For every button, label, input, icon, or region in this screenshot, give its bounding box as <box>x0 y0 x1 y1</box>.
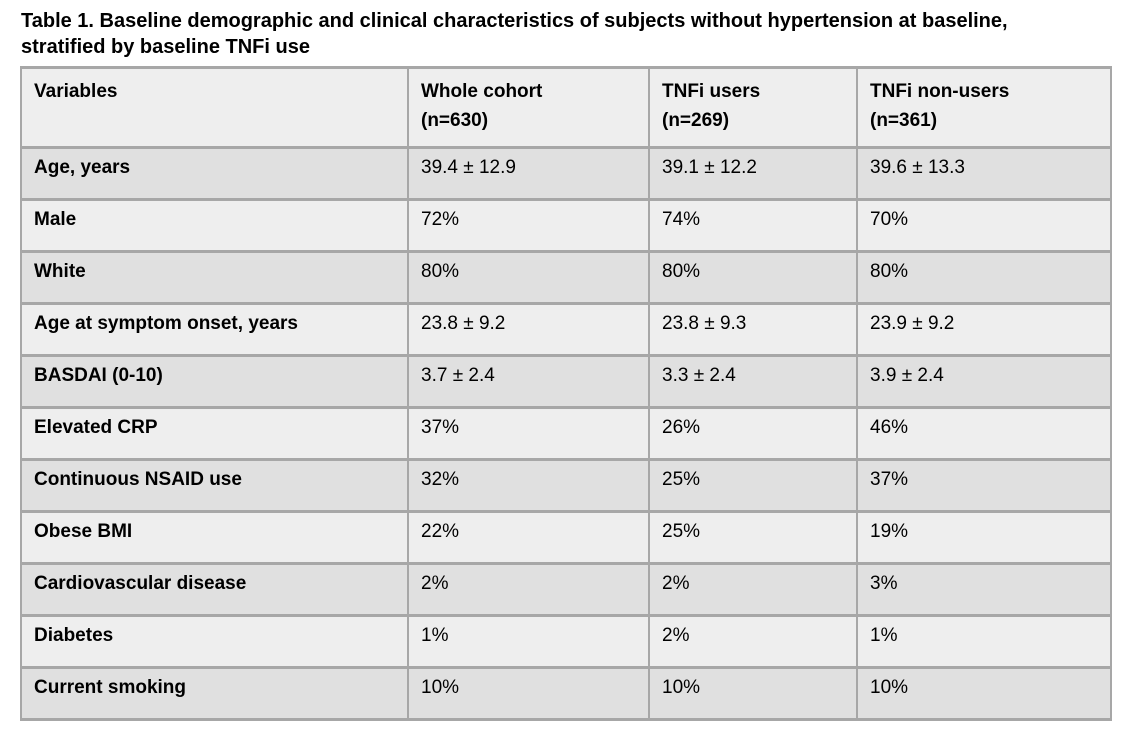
header-row: Variables Whole cohort (n=630) TNFi user… <box>20 66 1112 149</box>
table-cell: 46% <box>856 406 1112 461</box>
table-cell: 37% <box>407 406 650 461</box>
table-cell: 2% <box>648 562 858 617</box>
table-cell: 25% <box>648 510 858 565</box>
row-label: Cardiovascular disease <box>20 562 409 617</box>
table-cell: 80% <box>407 250 650 305</box>
table-cell: 3.3 ± 2.4 <box>648 354 858 409</box>
row-label: Continuous NSAID use <box>20 458 409 513</box>
baseline-characteristics-table: Variables Whole cohort (n=630) TNFi user… <box>20 66 1112 721</box>
column-header-variables: Variables <box>20 66 409 149</box>
table-cell: 23.8 ± 9.2 <box>407 302 650 357</box>
table-cell: 74% <box>648 198 858 253</box>
column-header-tnfi-users: TNFi users (n=269) <box>648 66 858 149</box>
table-cell: 2% <box>407 562 650 617</box>
table-cell: 23.8 ± 9.3 <box>648 302 858 357</box>
table-cell: 3% <box>856 562 1112 617</box>
table-cell: 10% <box>407 666 650 721</box>
table-row-age-at-onset: Age at symptom onset, years 23.8 ± 9.2 2… <box>20 302 1112 357</box>
table-cell: 39.6 ± 13.3 <box>856 146 1112 201</box>
row-label: Current smoking <box>20 666 409 721</box>
column-header-tnfi-non-users: TNFi non-users (n=361) <box>856 66 1112 149</box>
row-label: Age, years <box>20 146 409 201</box>
table-row-age: Age, years 39.4 ± 12.9 39.1 ± 12.2 39.6 … <box>20 146 1112 201</box>
table-cell: 37% <box>856 458 1112 513</box>
table-row-white: White 80% 80% 80% <box>20 250 1112 305</box>
table-cell: 72% <box>407 198 650 253</box>
row-label: Male <box>20 198 409 253</box>
column-header-whole-cohort: Whole cohort (n=630) <box>407 66 650 149</box>
row-label: Obese BMI <box>20 510 409 565</box>
table-cell: 39.4 ± 12.9 <box>407 146 650 201</box>
row-label: White <box>20 250 409 305</box>
table-cell: 19% <box>856 510 1112 565</box>
column-header-label: TNFi non-users <box>870 81 1010 102</box>
table-cell: 70% <box>856 198 1112 253</box>
table-cell: 80% <box>856 250 1112 305</box>
table-cell: 39.1 ± 12.2 <box>648 146 858 201</box>
table-row-diabetes: Diabetes 1% 2% 1% <box>20 614 1112 669</box>
table-cell: 22% <box>407 510 650 565</box>
table-cell: 23.9 ± 9.2 <box>856 302 1112 357</box>
table-row-obese-bmi: Obese BMI 22% 25% 19% <box>20 510 1112 565</box>
table-row-male: Male 72% 74% 70% <box>20 198 1112 253</box>
table-cell: 32% <box>407 458 650 513</box>
column-header-label: Variables <box>34 81 118 102</box>
column-header-label: Whole cohort <box>421 81 543 102</box>
table-cell: 26% <box>648 406 858 461</box>
column-header-n: (n=630) <box>421 110 489 131</box>
table-row-nsaid-use: Continuous NSAID use 32% 25% 37% <box>20 458 1112 513</box>
table-cell: 1% <box>407 614 650 669</box>
table-cell: 2% <box>648 614 858 669</box>
table-row-elevated-crp: Elevated CRP 37% 26% 46% <box>20 406 1112 461</box>
table-row-basdai: BASDAI (0-10) 3.7 ± 2.4 3.3 ± 2.4 3.9 ± … <box>20 354 1112 409</box>
column-header-n: (n=269) <box>662 110 730 131</box>
table-cell: 10% <box>648 666 858 721</box>
table-row-current-smoking: Current smoking 10% 10% 10% <box>20 666 1112 721</box>
table-caption: Table 1. Baseline demographic and clinic… <box>21 10 1008 58</box>
table-row-cardiovascular-disease: Cardiovascular disease 2% 2% 3% <box>20 562 1112 617</box>
column-header-label: TNFi users <box>662 81 761 102</box>
table-cell: 3.9 ± 2.4 <box>856 354 1112 409</box>
row-label: Age at symptom onset, years <box>20 302 409 357</box>
table-cell: 25% <box>648 458 858 513</box>
table-cell: 10% <box>856 666 1112 721</box>
table-cell: 80% <box>648 250 858 305</box>
row-label: Diabetes <box>20 614 409 669</box>
row-label: BASDAI (0-10) <box>20 354 409 409</box>
table-cell: 1% <box>856 614 1112 669</box>
row-label: Elevated CRP <box>20 406 409 461</box>
column-header-n: (n=361) <box>870 110 938 131</box>
table-cell: 3.7 ± 2.4 <box>407 354 650 409</box>
